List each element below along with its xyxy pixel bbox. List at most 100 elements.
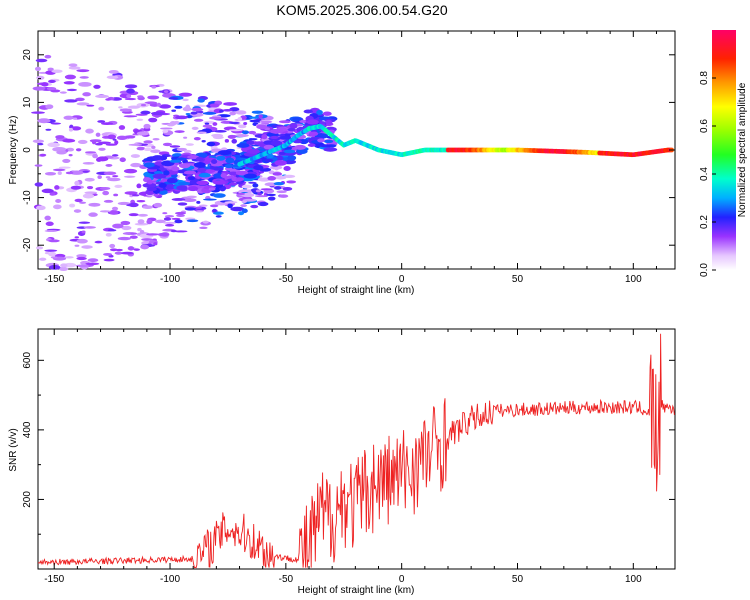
spectral-blob — [286, 180, 297, 184]
spectral-blob — [119, 108, 132, 112]
spectral-blob — [48, 251, 57, 257]
spectral-blob — [124, 191, 138, 195]
spectral-blob — [190, 111, 198, 115]
spectral-blob — [241, 200, 247, 204]
spectral-blob — [83, 226, 96, 229]
spectral-blob — [188, 186, 199, 192]
spectral-blob — [64, 99, 78, 103]
spectral-blob — [162, 129, 169, 133]
spectral-blob — [82, 92, 91, 97]
spectral-blob — [209, 204, 219, 208]
spectral-blob — [196, 131, 207, 134]
spectral-blob — [142, 205, 154, 210]
spectral-blob — [128, 213, 139, 217]
colorbar-ticks: 0.0 0.2 0.4 0.6 0.8 — [699, 71, 716, 277]
spectral-blob — [169, 159, 182, 163]
spectral-blob — [143, 140, 153, 144]
spectrogram-y-ticks: -20 -10 0 10 20 — [22, 49, 675, 252]
spectral-blob — [294, 144, 307, 150]
spectral-blob — [317, 138, 326, 143]
spectral-blob — [114, 184, 123, 189]
spectral-blob — [235, 133, 249, 138]
spectral-blob — [146, 233, 159, 236]
spectral-blob — [256, 124, 268, 130]
spectral-blob — [93, 84, 101, 89]
spectral-blob — [196, 200, 201, 204]
spectral-blob — [87, 258, 99, 263]
spectrogram-y-label: Frequency (Hz) — [8, 116, 19, 185]
spectral-blob — [195, 210, 204, 213]
spectral-blob — [151, 145, 156, 149]
spectral-blob — [261, 134, 268, 140]
spectral-blob — [45, 128, 52, 131]
spectral-blob — [155, 219, 166, 224]
spectral-blob — [152, 138, 160, 141]
spectral-blob — [109, 243, 116, 249]
spectral-blob — [151, 85, 157, 89]
spectral-blob — [37, 142, 44, 146]
spectral-blob — [174, 211, 186, 215]
spectral-blob — [100, 122, 114, 125]
spectral-blob — [165, 184, 176, 190]
spectral-blob — [74, 198, 83, 203]
snr-x-ticks: -150 -100 -50 0 50 100 — [44, 329, 657, 585]
y-tick-label: 0 — [22, 147, 33, 153]
spectral-blob — [177, 181, 191, 186]
spectral-blob — [141, 238, 153, 241]
spectral-blob — [228, 182, 238, 186]
y-tick-label: 20 — [22, 49, 33, 61]
spectral-blob — [57, 171, 62, 175]
spectral-blob — [98, 147, 106, 151]
y-tick-label: 600 — [22, 352, 33, 369]
spectral-blob — [187, 176, 196, 181]
spectral-blob — [51, 69, 63, 73]
spectral-blob — [143, 162, 155, 168]
spectral-blob — [168, 97, 179, 100]
spectral-blob — [112, 175, 119, 178]
spectral-blob — [78, 201, 87, 204]
spectral-blob — [158, 182, 167, 188]
snr-panel: -150 -100 -50 0 50 100 200 400 600 Height of st… — [8, 328, 676, 596]
spectral-blob — [292, 139, 302, 144]
spectral-blob — [70, 185, 82, 190]
spectral-blob — [220, 173, 227, 179]
spectral-blob — [166, 177, 178, 184]
spectral-blob — [282, 186, 293, 191]
spectral-blob — [48, 79, 56, 83]
spectral-blob — [204, 122, 210, 125]
spectral-blob — [263, 144, 275, 150]
spectral-blob — [46, 87, 57, 91]
spectral-blob — [63, 81, 75, 85]
spectral-blob — [114, 251, 123, 255]
spectral-blob — [118, 106, 123, 109]
spectral-blob — [74, 236, 80, 239]
spectral-blob — [249, 119, 260, 123]
spectral-blob — [146, 187, 157, 192]
spectral-blob — [74, 244, 80, 247]
spectral-blob — [249, 138, 258, 141]
spectral-blob — [283, 166, 291, 171]
spectral-blob — [217, 150, 232, 156]
colorbar-tick-label: 0.0 — [699, 263, 710, 277]
spectral-blob — [95, 132, 101, 137]
spectral-blob — [171, 166, 180, 172]
colorbar-tick-label: 0.8 — [699, 71, 710, 85]
spectral-blob — [221, 147, 228, 151]
spectral-blob — [178, 163, 191, 169]
spectral-blob — [274, 165, 279, 171]
spectral-blob — [164, 90, 169, 94]
x-tick-label: 100 — [625, 274, 642, 285]
spectral-blob — [102, 190, 110, 196]
colorbar-tick-label: 0.2 — [699, 215, 710, 229]
spectral-blob — [69, 170, 84, 175]
spectral-blob — [99, 210, 111, 213]
spectral-blob — [84, 177, 95, 182]
spectral-blob — [117, 236, 131, 241]
spectral-blob — [299, 119, 307, 123]
spectral-blob — [66, 88, 78, 92]
spectral-blob — [236, 143, 250, 148]
spectral-blob — [137, 219, 145, 225]
spectral-blob — [243, 122, 248, 126]
spectral-blob — [299, 139, 309, 145]
spectral-blob — [274, 175, 287, 180]
